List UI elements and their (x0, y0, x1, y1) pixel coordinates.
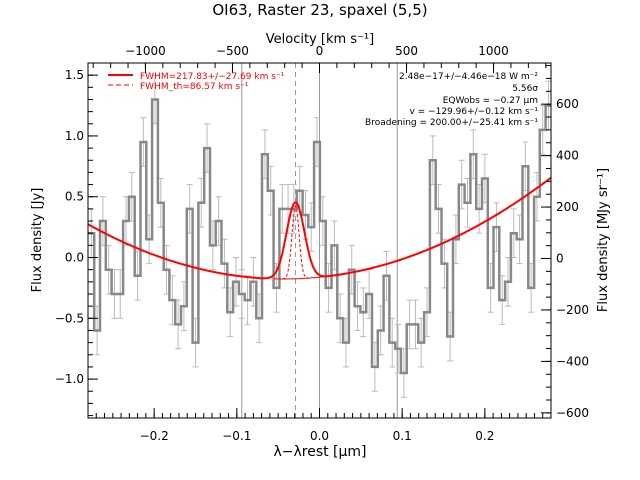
continuum-line (273, 276, 324, 280)
right-tick-label: 600 (556, 97, 579, 111)
velocity-tick-label: −500 (216, 44, 249, 58)
axes: −0.2 −0.1 0.0 0.1 0.2 −1000 −500 0 500 1000 −1.0… (55, 44, 589, 443)
chart-title: OI63, Raster 23, spaxel (5,5) (212, 1, 427, 19)
annotation-snr: 5.56σ (512, 84, 538, 94)
y-axis-ticks: −1.0 −0.5 0.0 0.5 1.0 1.5 (55, 62, 98, 417)
model-curves (87, 176, 552, 280)
annotation-broadening: Broadening = 200.00+/−25.41 km s⁻¹ (365, 118, 538, 128)
annotation-eqw: EQWobs = −0.27 μm (443, 96, 538, 106)
right-tick-label: −600 (556, 406, 589, 420)
y-axis-label: Flux density [Jy] (30, 188, 45, 293)
top-axis-label: Velocity [km s⁻¹] (266, 32, 374, 47)
velocity-tick-label: 0 (316, 44, 324, 58)
velocity-axis-ticks: −1000 −500 0 500 1000 (92, 44, 547, 73)
thermal-profile-line (282, 205, 309, 280)
legend-fwhm-thermal-label: FWHM_th=86.57 km s⁻¹ (140, 82, 249, 92)
annotation-velocity: v = −129.96+/−0.12 km s⁻¹ (409, 107, 538, 117)
baseline-fit-line (87, 176, 552, 280)
y-tick-label: 0.0 (65, 251, 84, 265)
y-tick-label: 1.5 (65, 68, 84, 82)
y-tick-label: −1.0 (55, 372, 84, 386)
legend-fwhm-label: FWHM=217.83+/−27.69 km s⁻¹ (140, 72, 285, 82)
annotation-flux: 2.48e−17+/−4.46e−18 W m⁻² (399, 72, 538, 82)
x-axis-ticks: −0.2 −0.1 0.0 0.1 0.2 (87, 408, 552, 443)
right-tick-label: −200 (556, 303, 589, 317)
velocity-tick-label: −1000 (125, 44, 166, 58)
x-tick-label: 0.0 (310, 429, 329, 443)
x-tick-label: −0.1 (222, 429, 251, 443)
data-series (88, 74, 552, 398)
reference-lines (241, 63, 398, 418)
velocity-tick-label: 500 (395, 44, 418, 58)
x-axis-label: λ−λrest [μm] (273, 444, 366, 460)
right-tick-label: 0 (556, 252, 564, 266)
x-tick-label: −0.2 (140, 429, 169, 443)
y-tick-label: 0.5 (65, 190, 84, 204)
x-tick-label: 0.2 (475, 429, 494, 443)
y-tick-label: 1.0 (65, 129, 84, 143)
flux-spectrum-line (88, 98, 552, 375)
right-axis-ticks: −600 −400 −200 0 200 400 600 (541, 65, 589, 420)
x-tick-label: 0.1 (393, 429, 412, 443)
right-tick-label: 400 (556, 149, 579, 163)
y-tick-label: −0.5 (55, 311, 84, 325)
plot-area (87, 63, 552, 418)
velocity-tick-label: 1000 (478, 44, 509, 58)
right-tick-label: −400 (556, 354, 589, 368)
legend: FWHM=217.83+/−27.69 km s⁻¹ FWHM_th=86.57… (108, 72, 285, 92)
right-axis-label: Flux density [MJy sr⁻¹] (596, 168, 611, 312)
fit-annotations: 2.48e−17+/−4.46e−18 W m⁻² 5.56σ EQWobs =… (365, 72, 538, 128)
right-tick-label: 200 (556, 200, 579, 214)
